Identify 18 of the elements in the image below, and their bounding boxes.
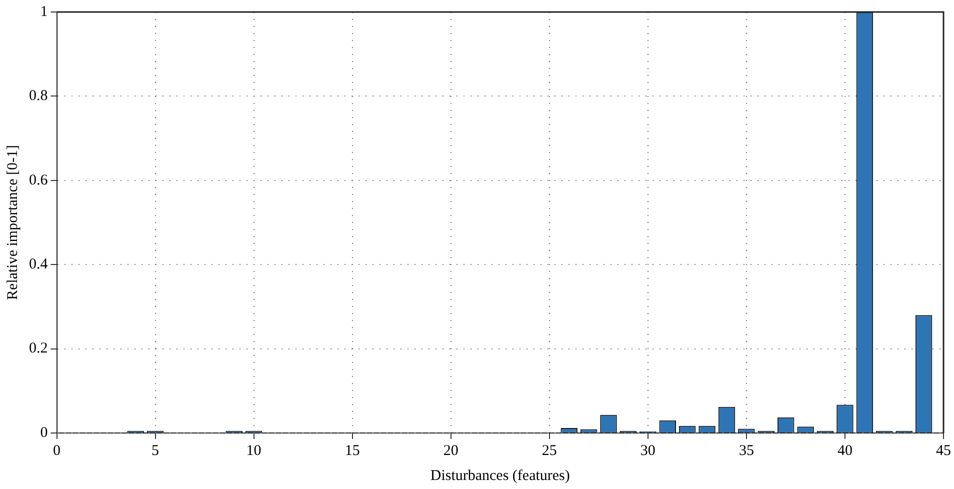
x-tick-label: 40 [837, 442, 852, 459]
x-tick-label: 30 [640, 442, 656, 459]
y-tick-label: 0 [40, 424, 48, 441]
x-tick-label: 20 [443, 442, 458, 459]
y-tick-label: 0.4 [29, 256, 48, 273]
y-tick-label: 0.8 [29, 88, 48, 104]
x-tick-label: 15 [344, 442, 360, 459]
y-axis-title: Relative importance [0-1] [4, 145, 21, 300]
x-tick-label: 10 [246, 442, 262, 459]
x-tick-label: 5 [152, 442, 160, 459]
x-tick-label: 0 [53, 442, 60, 459]
x-tick-label: 35 [738, 442, 754, 459]
y-tick-label: 1 [40, 4, 48, 20]
y-tick-label: 0.2 [29, 340, 48, 357]
y-tick-label: 0.6 [29, 172, 48, 188]
x-tick-label: 25 [542, 442, 557, 459]
x-axis-title: Disturbances (features) [430, 468, 570, 484]
x-tick-label: 45 [936, 442, 951, 459]
